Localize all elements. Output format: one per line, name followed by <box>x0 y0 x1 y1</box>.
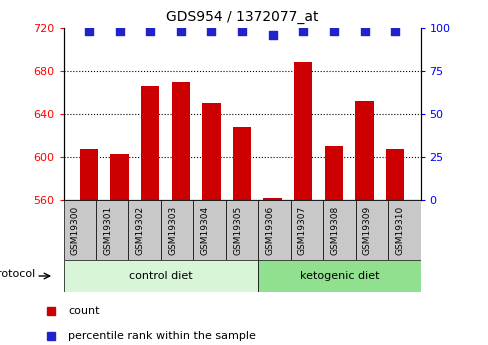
FancyBboxPatch shape <box>258 260 420 292</box>
Bar <box>141 86 159 200</box>
Bar <box>385 149 404 200</box>
Text: ketogenic diet: ketogenic diet <box>299 271 378 281</box>
Bar <box>202 103 220 200</box>
FancyBboxPatch shape <box>63 260 258 292</box>
FancyBboxPatch shape <box>323 200 355 260</box>
Text: GSM19307: GSM19307 <box>297 206 306 255</box>
FancyBboxPatch shape <box>63 200 96 260</box>
Bar <box>232 127 251 200</box>
Bar <box>263 198 281 200</box>
Point <box>207 28 215 34</box>
FancyBboxPatch shape <box>193 200 225 260</box>
Bar <box>80 149 98 200</box>
Text: GSM19306: GSM19306 <box>265 206 274 255</box>
Bar <box>355 101 373 200</box>
Text: GSM19310: GSM19310 <box>394 206 404 255</box>
FancyBboxPatch shape <box>96 200 128 260</box>
Point <box>116 28 123 34</box>
Point <box>238 28 245 34</box>
FancyBboxPatch shape <box>387 200 420 260</box>
FancyBboxPatch shape <box>258 200 290 260</box>
Point <box>299 28 306 34</box>
Point <box>329 28 337 34</box>
Point <box>268 32 276 37</box>
Bar <box>324 146 343 200</box>
Bar <box>293 62 312 200</box>
Text: GSM19300: GSM19300 <box>71 206 80 255</box>
FancyBboxPatch shape <box>290 200 323 260</box>
FancyBboxPatch shape <box>225 200 258 260</box>
Point <box>146 28 154 34</box>
Text: protocol: protocol <box>0 269 35 279</box>
Bar <box>171 81 190 200</box>
Point <box>177 28 184 34</box>
Text: GSM19302: GSM19302 <box>136 206 144 255</box>
FancyBboxPatch shape <box>161 200 193 260</box>
Text: GSM19303: GSM19303 <box>168 206 177 255</box>
Text: GSM19309: GSM19309 <box>362 206 371 255</box>
Title: GDS954 / 1372077_at: GDS954 / 1372077_at <box>165 10 318 24</box>
Text: GSM19301: GSM19301 <box>103 206 112 255</box>
Text: count: count <box>68 306 100 315</box>
Text: percentile rank within the sample: percentile rank within the sample <box>68 332 256 341</box>
Bar <box>110 154 128 200</box>
Text: GSM19304: GSM19304 <box>200 206 209 255</box>
Text: GSM19305: GSM19305 <box>233 206 242 255</box>
FancyBboxPatch shape <box>355 200 387 260</box>
Text: control diet: control diet <box>129 271 192 281</box>
Point <box>85 28 93 34</box>
FancyBboxPatch shape <box>128 200 161 260</box>
Text: GSM19308: GSM19308 <box>330 206 339 255</box>
Point <box>360 28 367 34</box>
Point <box>390 28 398 34</box>
